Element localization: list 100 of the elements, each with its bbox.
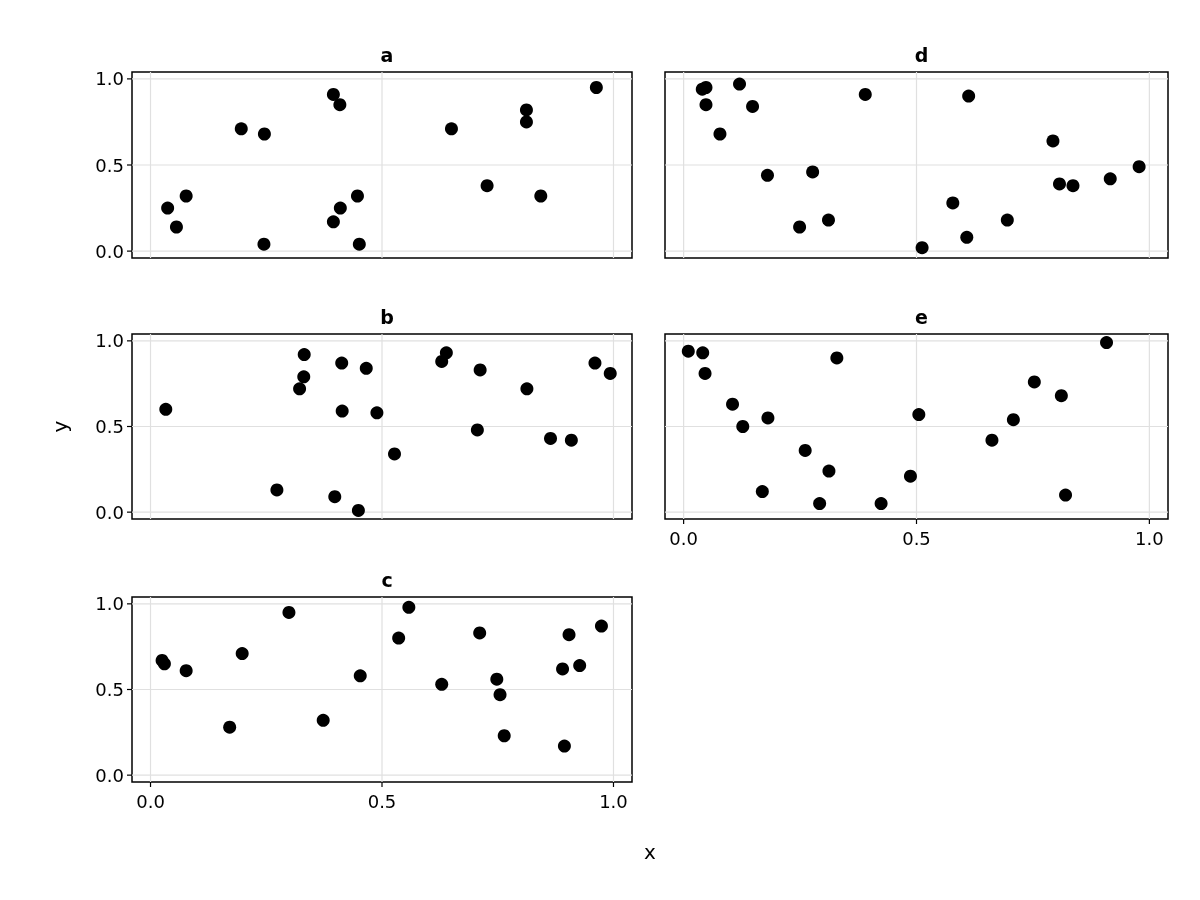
- point: [223, 720, 237, 734]
- point: [746, 99, 760, 113]
- y-axis-title: y: [48, 420, 72, 433]
- chart-title: c: [381, 568, 393, 591]
- point: [1000, 213, 1014, 227]
- point: [157, 657, 171, 671]
- point: [402, 600, 416, 614]
- point: [962, 89, 976, 103]
- point: [293, 382, 307, 396]
- point: [353, 669, 367, 683]
- point: [822, 464, 836, 478]
- point: [1100, 336, 1114, 350]
- point: [603, 366, 617, 380]
- point: [235, 647, 249, 661]
- point: [335, 356, 349, 370]
- point: [798, 443, 812, 457]
- point: [903, 469, 917, 483]
- point: [234, 122, 248, 136]
- x-tick-label: 0.0: [669, 527, 698, 549]
- point: [874, 497, 888, 511]
- point: [544, 431, 558, 445]
- y-tick-label: 0.0: [95, 501, 124, 523]
- point: [351, 503, 365, 517]
- point: [520, 382, 534, 396]
- point: [557, 739, 571, 753]
- y-tick-label: 0.0: [95, 240, 124, 262]
- point: [534, 189, 548, 203]
- point: [594, 619, 608, 633]
- point: [326, 87, 340, 101]
- point: [270, 483, 284, 497]
- point: [352, 237, 366, 251]
- point: [806, 165, 820, 179]
- y-tick-label: 1.0: [95, 330, 124, 352]
- point: [328, 490, 342, 504]
- point: [473, 626, 487, 640]
- point: [350, 189, 364, 203]
- point: [589, 81, 603, 94]
- point: [335, 404, 349, 418]
- x-tick-label: 0.0: [136, 790, 165, 812]
- chart-title: a: [380, 43, 394, 66]
- point: [519, 115, 533, 129]
- point: [370, 406, 384, 420]
- point: [493, 688, 507, 702]
- point: [681, 344, 695, 358]
- y-tick-label: 1.0: [95, 68, 124, 90]
- point: [1006, 413, 1020, 427]
- y-tick-label: 0.5: [95, 416, 124, 437]
- point: [1103, 172, 1117, 186]
- x-axis-title: x: [644, 840, 656, 864]
- point: [257, 127, 271, 141]
- point: [1059, 488, 1073, 502]
- x-tick-label: 1.0: [1135, 527, 1164, 549]
- point: [830, 351, 844, 365]
- point: [556, 662, 570, 676]
- point: [1053, 177, 1066, 191]
- x-tick-label: 0.5: [367, 790, 397, 812]
- point: [179, 189, 193, 203]
- point: [912, 408, 926, 422]
- point: [316, 713, 330, 727]
- point: [985, 433, 999, 447]
- point: [960, 230, 974, 244]
- point: [435, 677, 449, 691]
- point: [564, 433, 578, 447]
- point: [736, 420, 750, 433]
- point: [159, 402, 173, 416]
- point: [915, 241, 929, 255]
- point: [257, 237, 271, 251]
- point: [699, 98, 713, 112]
- point: [297, 348, 311, 362]
- point: [1046, 134, 1060, 148]
- point: [946, 196, 960, 210]
- point: [713, 127, 727, 141]
- point: [858, 87, 872, 101]
- x-tick-label: 0.5: [902, 527, 931, 549]
- chart-title: b: [380, 305, 394, 328]
- point: [333, 98, 347, 112]
- y-tick-label: 0.5: [95, 154, 124, 176]
- point: [813, 497, 827, 511]
- point: [726, 397, 740, 411]
- point: [169, 220, 183, 234]
- point: [490, 672, 504, 686]
- point: [359, 361, 373, 375]
- point: [588, 356, 602, 370]
- x-tick-label: 1.0: [599, 790, 628, 812]
- point: [760, 168, 774, 182]
- point: [696, 346, 710, 360]
- point: [573, 659, 587, 673]
- chart-title: d: [914, 43, 929, 66]
- point: [1054, 389, 1068, 403]
- point: [698, 366, 712, 380]
- point: [473, 363, 487, 377]
- point: [733, 77, 747, 91]
- point: [793, 220, 807, 234]
- point: [326, 215, 340, 229]
- point: [761, 411, 775, 425]
- point: [562, 628, 576, 642]
- y-tick-label: 0.0: [95, 764, 124, 786]
- y-tick-label: 1.0: [95, 593, 124, 615]
- point: [297, 370, 311, 384]
- point: [444, 122, 458, 136]
